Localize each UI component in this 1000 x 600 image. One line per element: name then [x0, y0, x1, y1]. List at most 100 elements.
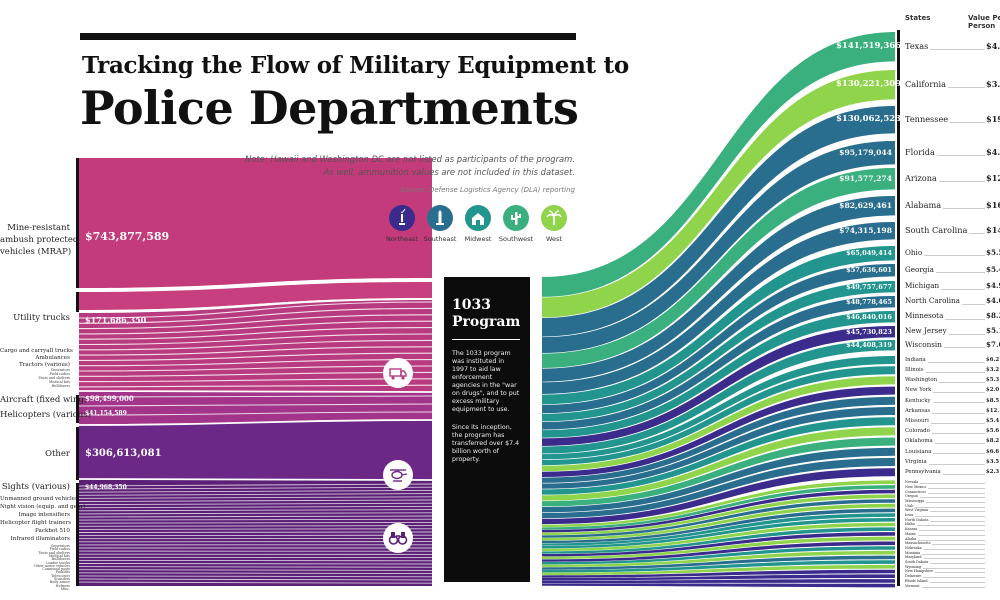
leader-line [905, 563, 985, 565]
state-name: New Hampshire [905, 569, 935, 574]
leader-line [905, 208, 985, 210]
state-row-west-virginia: West Virginia [905, 508, 985, 518]
category-divider [76, 158, 79, 288]
leader-line [905, 155, 985, 157]
category-label-helicopters-various: Helicopters (various) [0, 410, 92, 420]
flow-michigan [542, 281, 895, 422]
flow-washington [542, 376, 895, 472]
leader-line [905, 288, 985, 290]
legend-item-west: West [532, 205, 576, 243]
state-value-per-person: $8.31 [986, 311, 1000, 321]
leader-line [905, 181, 985, 183]
flow-other [79, 420, 432, 480]
state-value-per-person: $6.2 [986, 356, 1000, 363]
category-value-other: $306,613,081 [85, 448, 162, 459]
page-title: Police Departments [80, 81, 579, 135]
flow-delaware [542, 574, 895, 581]
state-name: Montana [905, 550, 923, 555]
state-row-kentucky: Kentucky [905, 397, 985, 408]
state-row-alabama: Alabama [905, 200, 985, 211]
state-row-idaho: Idaho [905, 522, 985, 532]
category-label-mine-resistant-ambush-protected-vehicles-mrap: Mine-resistant ambush protected vehicles (… [0, 222, 78, 258]
note: Note: Hawaii and Washington DC are not l… [200, 153, 575, 179]
flow-virginia [542, 458, 895, 519]
flow-north-carolina [542, 296, 895, 431]
source-note: Source: Defense Logistics Agency (DLA) r… [400, 186, 575, 194]
category-divider [76, 395, 79, 423]
binoculars-icon [383, 523, 413, 553]
flow-utility-trucks [79, 282, 432, 310]
state-row-delaware: Delaware [905, 574, 985, 584]
state-value-per-person: $5.13 [986, 326, 1000, 336]
category-label-other: Other [45, 449, 70, 459]
leader-line [905, 402, 985, 404]
truck-icon [383, 358, 413, 388]
category-divider [76, 427, 79, 480]
program-paragraph-1: The 1033 program was instituted in 1997 … [452, 350, 520, 413]
state-value-minnesota: $46,840,016 [846, 312, 892, 321]
state-value-per-person: $16.85 [986, 199, 1000, 210]
program-rule [452, 339, 520, 340]
state-value-per-person: $14.43 [986, 224, 1000, 235]
state-value-per-person: $4.65 [986, 296, 1000, 306]
truck-subcategory-label: Tents and shelters [38, 376, 70, 380]
small-category-label: Forklifts [55, 570, 70, 575]
category-divider [76, 483, 79, 586]
flow-texas [542, 32, 895, 298]
state-value-new-jersey: $45,730,823 [846, 327, 892, 336]
title-bar [80, 33, 576, 40]
state-row-wisconsin: Wisconsin [905, 340, 985, 351]
flow-kansas [542, 527, 895, 554]
state-value-per-person: $2.3 [986, 468, 1000, 475]
state-name: Maryland [905, 555, 924, 560]
state-row-mississippi: Mississippi [905, 498, 985, 509]
state-name: Alaska [905, 536, 919, 541]
state-name: Massachusetts [905, 541, 933, 546]
state-value-california: $130,221,309 [836, 79, 902, 90]
state-row-ohio: Ohio [905, 248, 985, 259]
small-category-label: Tents and shelters [38, 550, 70, 555]
small-category-label: Scanners [54, 577, 70, 581]
flow-arkansas [542, 407, 895, 490]
state-name: Nevada [905, 480, 921, 485]
state-value-per-person: $4.43 [986, 146, 1000, 157]
state-value-per-person: $3.2 [986, 366, 1000, 373]
state-value-per-person: $7.63 [986, 339, 1000, 349]
flow-louisiana [542, 447, 895, 513]
flow-minnesota [542, 311, 895, 439]
leader-line [905, 463, 985, 465]
state-row-washington: Washington [905, 377, 985, 387]
state-name: Iowa [905, 513, 916, 518]
state-value-north-carolina: $48,778,465 [846, 297, 892, 306]
state-row-alaska: Alaska [905, 536, 985, 547]
leader-line [905, 581, 985, 583]
truck-subcategory-label: Generators [50, 368, 70, 372]
truck-subcategory-label: Bulldozers [51, 384, 70, 388]
leader-line [905, 483, 985, 485]
state-row-arizona: Arizona [905, 173, 985, 184]
category-label-aircraft-fixed-wing: Aircraft (fixed wing) [0, 395, 88, 405]
note-line2: As well, ammunition values are not inclu… [323, 167, 575, 177]
leader-line [905, 422, 985, 424]
state-value-per-person: $8.5 [986, 397, 1000, 404]
state-row-pennsylvania: Pennsylvania [905, 468, 985, 479]
state-value-ohio: $65,049,414 [846, 249, 892, 258]
truck-subcategory-label: Field radios [49, 372, 70, 376]
state-name: Minnesota [905, 311, 946, 321]
state-value-per-person: $5.6 [986, 428, 1000, 435]
flow-arizona [542, 168, 895, 369]
states-header: States [905, 14, 931, 22]
state-name: Oregon [905, 494, 920, 499]
category-label-helicopter-flight-trainers: Helicopter flight trainers [0, 520, 72, 526]
state-name: California [905, 78, 949, 90]
flow-south-carolina [542, 222, 895, 395]
small-category-label: Generators [50, 544, 70, 548]
flow-rhode-island [542, 579, 895, 584]
state-name: Rhode Island [905, 578, 930, 583]
flow-oklahoma [542, 437, 895, 508]
flow-connecticut [542, 489, 895, 533]
flow-montana [542, 550, 895, 568]
flow-illinois [542, 366, 895, 466]
category-label-packbot-510: Packbot 510 [34, 528, 70, 534]
state-row-illinois: Illinois [905, 366, 985, 377]
